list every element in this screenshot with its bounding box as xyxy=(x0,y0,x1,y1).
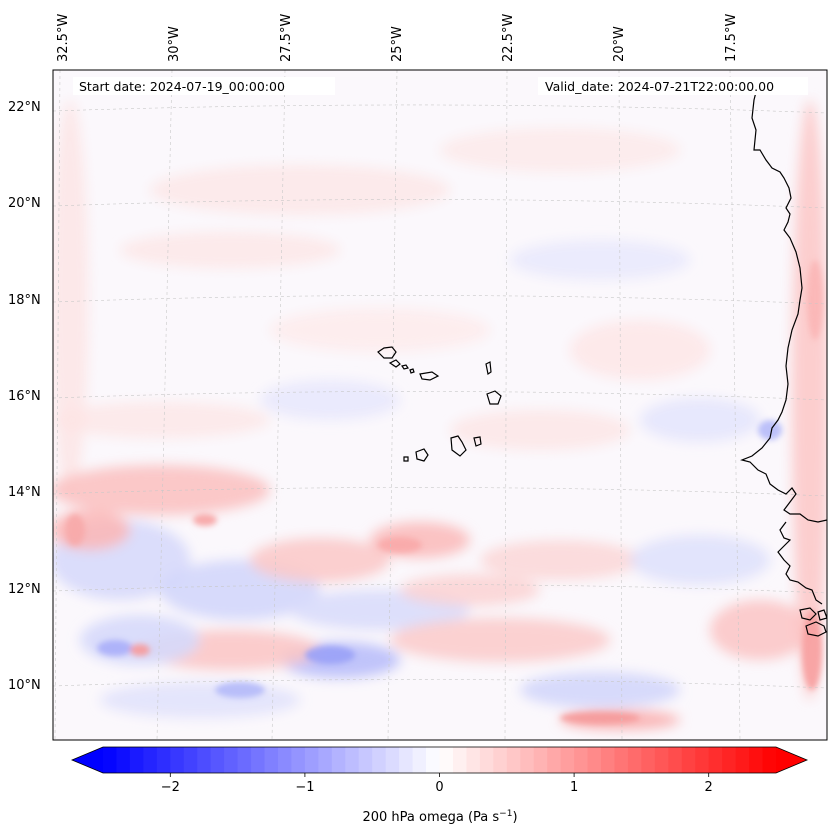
colorbar-segment xyxy=(506,747,521,773)
colorbar-segment xyxy=(439,747,454,773)
colorbar-segment xyxy=(520,747,535,773)
colorbar-extend-min xyxy=(72,747,103,773)
colorbar-label: 200 hPa omega (Pa s−1) xyxy=(362,809,517,825)
colorbar-segment xyxy=(547,747,562,773)
colorbar-segment xyxy=(224,747,239,773)
lat-label: 10°N xyxy=(8,678,41,693)
colorbar-segment xyxy=(183,747,198,773)
colorbar-segment xyxy=(466,747,481,773)
colorbar-segment xyxy=(372,747,387,773)
colorbar-segment xyxy=(762,747,777,773)
colorbar-segment xyxy=(399,747,414,773)
colorbar-outline xyxy=(70,746,809,774)
colorbar-segment xyxy=(533,747,548,773)
colorbar-segment xyxy=(735,747,750,773)
map-gridlines xyxy=(53,70,827,740)
colorbar-segment xyxy=(129,747,144,773)
colorbar-segment xyxy=(385,747,400,773)
lon-label: 22.5°W xyxy=(501,14,516,62)
colorbar-segments xyxy=(72,747,807,773)
colorbar-segment xyxy=(601,747,616,773)
lon-label: 25°W xyxy=(390,26,405,62)
lon-label: 32.5°W xyxy=(56,14,71,62)
valid-date-box xyxy=(538,77,808,95)
lat-label: 12°N xyxy=(8,582,41,597)
lat-label: 20°N xyxy=(8,196,41,211)
colorbar-segment xyxy=(452,747,468,773)
colorbar-segment xyxy=(560,747,575,773)
map-frame xyxy=(52,69,828,741)
colorbar-segment xyxy=(304,747,319,773)
colorbar-segment xyxy=(210,747,225,773)
colorbar-tick-label: 2 xyxy=(705,780,713,795)
lat-labels: 22°N 20°N 18°N 16°N 14°N 12°N 10°N xyxy=(8,100,41,693)
colorbar-segment xyxy=(291,747,306,773)
lat-label: 22°N xyxy=(8,100,41,115)
colorbar-segment xyxy=(574,747,589,773)
colorbar-tick-label: 0 xyxy=(435,780,443,795)
colorbar-tick-label: −2 xyxy=(161,780,180,795)
colorbar-ticks: −2 −1 0 1 2 xyxy=(161,773,713,795)
colorbar-segment xyxy=(749,747,764,773)
colorbar-segment xyxy=(197,747,212,773)
valid-date-text: Valid_date: 2024-07-21T22:00:00.00 xyxy=(545,79,774,94)
colorbar-segment xyxy=(116,747,131,773)
omega-field-detail xyxy=(65,260,823,724)
colorbar-segment xyxy=(412,747,427,773)
colorbar-segment xyxy=(264,747,279,773)
colorbar-segment xyxy=(426,747,441,773)
colorbar-segment xyxy=(627,747,642,773)
colorbar-segment xyxy=(587,747,602,773)
colorbar-segment xyxy=(654,747,669,773)
map-panel: Start date: 2024-07-19_00:00:00 Valid_da… xyxy=(53,70,827,740)
colorbar-tick-label: −1 xyxy=(295,780,314,795)
lon-label: 27.5°W xyxy=(279,14,294,62)
colorbar-segment xyxy=(251,747,266,773)
colorbar-segment xyxy=(170,747,185,773)
colorbar: −2 −1 0 1 2 200 hPa omega (Pa s−1) xyxy=(70,746,809,825)
lon-label: 17.5°W xyxy=(724,14,739,62)
colorbar-segment xyxy=(479,747,494,773)
colorbar-segment xyxy=(695,747,710,773)
colorbar-segment xyxy=(614,747,629,773)
coastline xyxy=(377,87,827,637)
colorbar-segment xyxy=(143,747,158,773)
colorbar-segment xyxy=(681,747,696,773)
colorbar-tick-label: 1 xyxy=(570,780,578,795)
colorbar-segment xyxy=(318,747,333,773)
colorbar-segment xyxy=(331,747,346,773)
start-date-text: Start date: 2024-07-19_00:00:00 xyxy=(79,79,285,94)
lon-labels: 32.5°W 30°W 27.5°W 25°W 22.5°W 20°W 17.5… xyxy=(56,14,739,62)
colorbar-segment xyxy=(708,747,723,773)
start-date-box xyxy=(73,77,335,95)
colorbar-segment xyxy=(103,747,118,773)
omega-field xyxy=(53,100,827,730)
colorbar-segment xyxy=(237,747,252,773)
colorbar-segment xyxy=(277,747,293,773)
lat-label: 18°N xyxy=(8,293,41,308)
lon-label: 20°W xyxy=(612,26,627,62)
lon-label: 30°W xyxy=(167,26,182,62)
lat-label: 16°N xyxy=(8,389,41,404)
colorbar-segment xyxy=(722,747,737,773)
colorbar-segment xyxy=(345,747,360,773)
colorbar-segment xyxy=(641,747,656,773)
colorbar-extend-max xyxy=(776,747,807,773)
colorbar-segment xyxy=(156,747,171,773)
colorbar-segment xyxy=(668,747,683,773)
lat-label: 14°N xyxy=(8,485,41,500)
colorbar-segment xyxy=(493,747,508,773)
colorbar-segment xyxy=(358,747,373,773)
